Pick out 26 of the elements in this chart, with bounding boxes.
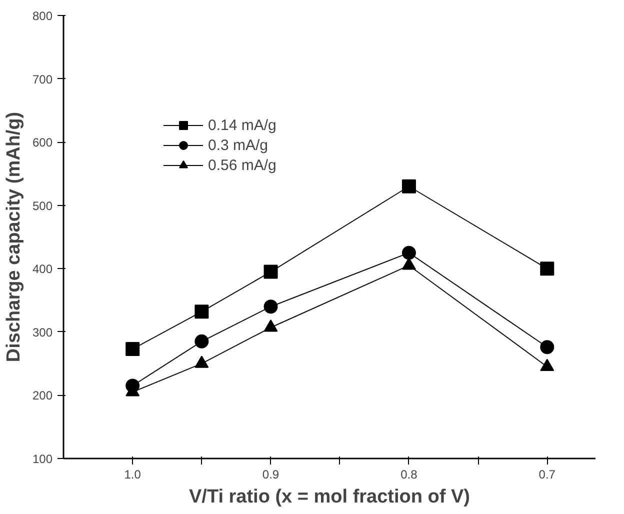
y-tick-label: 200 bbox=[32, 388, 53, 403]
x-tick-label: 0.9 bbox=[262, 468, 280, 482]
y-tick-label: 100 bbox=[32, 452, 53, 466]
y-tick-label: 800 bbox=[32, 9, 53, 23]
legend-label: 0.3 mA/g bbox=[208, 136, 268, 154]
x-axis-title: V/Ti ratio (x = mol fraction of V) bbox=[189, 486, 470, 508]
y-axis-title: Discharge capacity (mAh/g) bbox=[3, 112, 24, 362]
point bbox=[126, 342, 140, 356]
point bbox=[264, 264, 278, 279]
legend-label: 0.56 mA/g bbox=[208, 156, 276, 174]
point bbox=[194, 304, 209, 319]
y-tick-label: 500 bbox=[32, 198, 53, 213]
point bbox=[540, 262, 554, 276]
point bbox=[402, 179, 416, 194]
legend-label: 0.14 mA/g bbox=[208, 116, 276, 134]
y-tick-label: 600 bbox=[32, 136, 53, 150]
x-tick-label: 1.0 bbox=[124, 468, 142, 482]
point bbox=[264, 300, 278, 314]
point bbox=[540, 340, 554, 354]
y-tick-label: 400 bbox=[32, 262, 53, 276]
y-tick-label: 700 bbox=[32, 72, 53, 86]
x-tick-label: 0.8 bbox=[400, 468, 418, 482]
y-tick-label: 300 bbox=[32, 325, 53, 340]
x-tick-label: 0.7 bbox=[538, 468, 556, 482]
point bbox=[402, 246, 416, 260]
point bbox=[194, 334, 209, 348]
